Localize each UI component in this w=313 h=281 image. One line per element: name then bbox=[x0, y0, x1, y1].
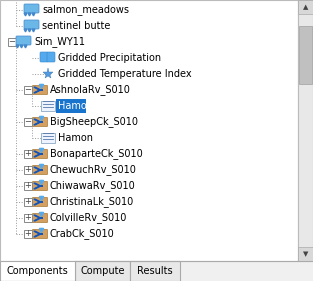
FancyBboxPatch shape bbox=[16, 36, 31, 45]
Text: −: − bbox=[8, 37, 16, 46]
Bar bbox=[24, 118, 32, 126]
Text: Hamon: Hamon bbox=[58, 101, 93, 111]
Bar bbox=[24, 182, 32, 190]
Text: BigSheepCk_S010: BigSheepCk_S010 bbox=[50, 117, 138, 128]
Bar bbox=[41, 101, 55, 111]
Text: ChristinaLk_S010: ChristinaLk_S010 bbox=[50, 196, 134, 207]
FancyBboxPatch shape bbox=[33, 230, 48, 239]
Text: ▼: ▼ bbox=[303, 251, 308, 257]
Bar bbox=[8, 38, 16, 46]
FancyBboxPatch shape bbox=[33, 149, 48, 158]
Bar bbox=[0, 261, 75, 281]
Text: +: + bbox=[24, 166, 31, 175]
Bar bbox=[298, 0, 313, 261]
Text: Gridded Temperature Index: Gridded Temperature Index bbox=[58, 69, 192, 79]
Bar bbox=[24, 150, 32, 158]
Text: −: − bbox=[24, 117, 32, 126]
Text: Gridded Precipitation: Gridded Precipitation bbox=[58, 53, 161, 63]
Text: ▲: ▲ bbox=[303, 4, 308, 10]
Bar bbox=[130, 261, 180, 281]
Text: ColvilleRv_S010: ColvilleRv_S010 bbox=[50, 212, 127, 223]
Bar bbox=[24, 214, 32, 222]
Text: Sim_WY11: Sim_WY11 bbox=[34, 37, 85, 47]
FancyBboxPatch shape bbox=[33, 166, 48, 175]
Bar bbox=[24, 166, 32, 174]
Text: BonaparteCk_S010: BonaparteCk_S010 bbox=[50, 149, 143, 159]
FancyBboxPatch shape bbox=[40, 52, 48, 62]
Text: AshnolaRv_S010: AshnolaRv_S010 bbox=[50, 85, 131, 96]
Text: Hamon: Hamon bbox=[58, 133, 93, 143]
Text: Results: Results bbox=[137, 266, 173, 276]
Bar bbox=[56, 99, 86, 113]
Bar bbox=[41, 133, 55, 143]
FancyBboxPatch shape bbox=[33, 198, 48, 207]
Text: +: + bbox=[24, 230, 31, 239]
FancyBboxPatch shape bbox=[24, 4, 39, 13]
Text: −: − bbox=[24, 85, 32, 94]
Text: +: + bbox=[24, 182, 31, 191]
Text: +: + bbox=[24, 214, 31, 223]
FancyBboxPatch shape bbox=[33, 182, 48, 191]
FancyBboxPatch shape bbox=[24, 20, 39, 29]
Text: CrabCk_S010: CrabCk_S010 bbox=[50, 228, 115, 239]
Text: +: + bbox=[24, 149, 31, 158]
FancyBboxPatch shape bbox=[33, 214, 48, 223]
Text: sentinel butte: sentinel butte bbox=[42, 21, 110, 31]
Bar bbox=[298, 247, 313, 261]
Text: salmon_meadows: salmon_meadows bbox=[42, 4, 129, 15]
Bar bbox=[24, 86, 32, 94]
Text: Components: Components bbox=[7, 266, 68, 276]
Bar bbox=[24, 230, 32, 238]
Bar bbox=[75, 261, 130, 281]
FancyBboxPatch shape bbox=[33, 85, 48, 94]
Text: ChiwawaRv_S010: ChiwawaRv_S010 bbox=[50, 181, 136, 191]
Text: +: + bbox=[24, 198, 31, 207]
Bar bbox=[24, 198, 32, 206]
FancyBboxPatch shape bbox=[47, 52, 55, 62]
Text: Compute: Compute bbox=[80, 266, 125, 276]
Bar bbox=[298, 0, 313, 14]
Text: ChewuchRv_S010: ChewuchRv_S010 bbox=[50, 165, 137, 175]
FancyBboxPatch shape bbox=[33, 117, 48, 126]
Bar bbox=[299, 26, 312, 84]
